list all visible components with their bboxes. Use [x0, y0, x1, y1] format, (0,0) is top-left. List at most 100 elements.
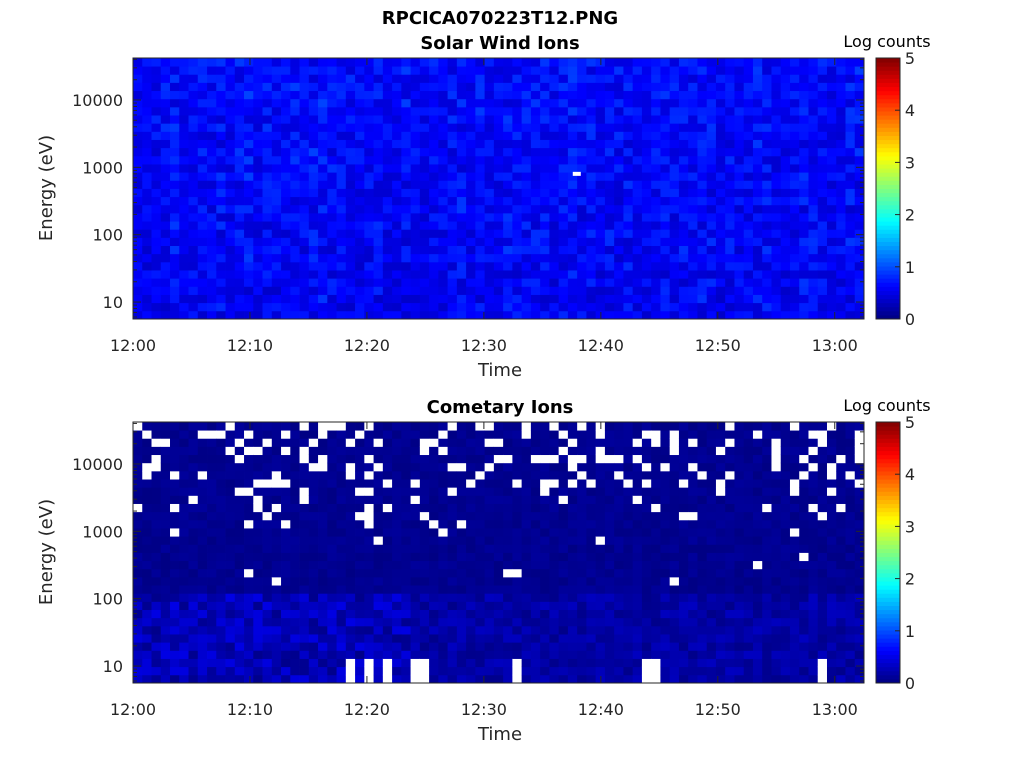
heatmap-cell — [170, 58, 180, 67]
heatmap-cell — [493, 438, 504, 447]
heatmap-cell — [789, 601, 800, 610]
heatmap-cell — [234, 123, 245, 132]
heatmap-cell — [160, 164, 171, 173]
heatmap-cell — [345, 511, 356, 521]
heatmap-cell — [503, 568, 513, 578]
heatmap-cell — [281, 123, 291, 132]
heatmap-cell — [503, 286, 513, 295]
heatmap-cell — [244, 229, 254, 238]
heatmap-cell — [817, 212, 828, 222]
heatmap-cell — [410, 115, 421, 124]
heatmap-cell — [179, 487, 189, 496]
heatmap-cell — [447, 98, 458, 108]
heatmap-cell — [484, 625, 495, 635]
heatmap-cell — [207, 446, 217, 456]
heatmap-cell — [225, 593, 236, 602]
heatmap-cell — [336, 261, 347, 271]
heatmap-cell — [327, 139, 337, 149]
heatmap-cell — [604, 245, 615, 255]
heatmap-cell — [567, 196, 578, 206]
heatmap-cell — [845, 172, 856, 181]
heatmap-cell — [780, 625, 791, 635]
heatmap-cell — [188, 302, 199, 312]
heatmap-cell — [318, 446, 328, 456]
heatmap-cell — [540, 528, 550, 537]
heatmap-cell — [429, 528, 439, 537]
heatmap-cell — [734, 253, 745, 263]
heatmap-cell — [715, 90, 726, 100]
heatmap-cell — [410, 221, 421, 230]
heatmap-cell — [281, 544, 291, 553]
heatmap-cell — [336, 66, 347, 75]
heatmap-cell — [216, 106, 226, 116]
heatmap-cell — [466, 82, 476, 92]
heatmap-cell — [789, 666, 800, 676]
heatmap-cell — [197, 310, 208, 320]
heatmap-cell — [540, 479, 550, 488]
heatmap-cell — [401, 155, 411, 165]
heatmap-cell — [752, 98, 763, 108]
heatmap-cell — [660, 650, 671, 659]
heatmap-cell — [799, 82, 809, 92]
heatmap-cell — [762, 188, 772, 198]
heatmap-cell — [697, 221, 708, 230]
heatmap-cell — [540, 666, 550, 676]
heatmap-cell — [355, 568, 365, 578]
heatmap-cell — [771, 106, 782, 116]
heatmap-cell — [521, 221, 532, 230]
heatmap-cell — [142, 245, 152, 255]
heatmap-cell — [734, 446, 745, 456]
heatmap-cell — [160, 90, 171, 100]
heatmap-cell — [762, 585, 772, 594]
heatmap-cell — [447, 430, 458, 439]
heatmap-cell — [327, 503, 337, 513]
heatmap-cell — [234, 642, 245, 651]
heatmap-cell — [456, 536, 467, 545]
heatmap-cell — [170, 544, 180, 553]
heatmap-cell — [688, 544, 698, 553]
heatmap-cell — [475, 422, 486, 431]
heatmap-cell — [817, 106, 828, 116]
heatmap-cell — [752, 123, 763, 132]
heatmap-cell — [697, 123, 708, 132]
heatmap-cell — [688, 212, 698, 222]
heatmap-cell — [262, 270, 273, 279]
heatmap-cell — [290, 212, 300, 222]
heatmap-cell — [401, 617, 411, 627]
heatmap-cell — [355, 536, 365, 545]
heatmap-cell — [688, 642, 698, 651]
heatmap-cell — [188, 666, 199, 676]
heatmap-cell — [382, 487, 393, 496]
heatmap-cell — [271, 90, 282, 100]
heatmap-cell — [299, 98, 310, 108]
heatmap-cell — [179, 155, 189, 165]
heatmap-cell — [762, 90, 772, 100]
heatmap-cell — [771, 310, 782, 320]
heatmap-cell — [734, 495, 745, 504]
heatmap-cell — [308, 66, 319, 75]
heatmap-cell — [151, 576, 162, 586]
heatmap-cell — [493, 237, 504, 246]
heatmap-cell — [290, 503, 300, 513]
heatmap-cell — [530, 237, 541, 246]
heatmap-cell — [762, 430, 772, 439]
heatmap-cell — [271, 261, 282, 271]
heatmap-cell — [392, 560, 402, 570]
heatmap-cell — [595, 650, 606, 659]
heatmap-cell — [207, 658, 217, 668]
heatmap-cells — [133, 422, 865, 684]
heatmap-cell — [503, 576, 513, 586]
heatmap-cell — [512, 544, 523, 553]
heatmap-cell — [521, 601, 532, 610]
heatmap-cell — [151, 528, 162, 537]
heatmap-cell — [623, 302, 634, 312]
heatmap-cell — [456, 593, 467, 602]
heatmap-cell — [271, 674, 282, 684]
heatmap-cell — [429, 593, 439, 602]
heatmap-cell — [466, 286, 476, 295]
heatmap-cell — [752, 58, 763, 67]
heatmap-cell — [567, 650, 578, 659]
heatmap-cell — [595, 302, 606, 312]
heatmap-cell — [262, 422, 273, 431]
heatmap-cell — [160, 123, 171, 132]
